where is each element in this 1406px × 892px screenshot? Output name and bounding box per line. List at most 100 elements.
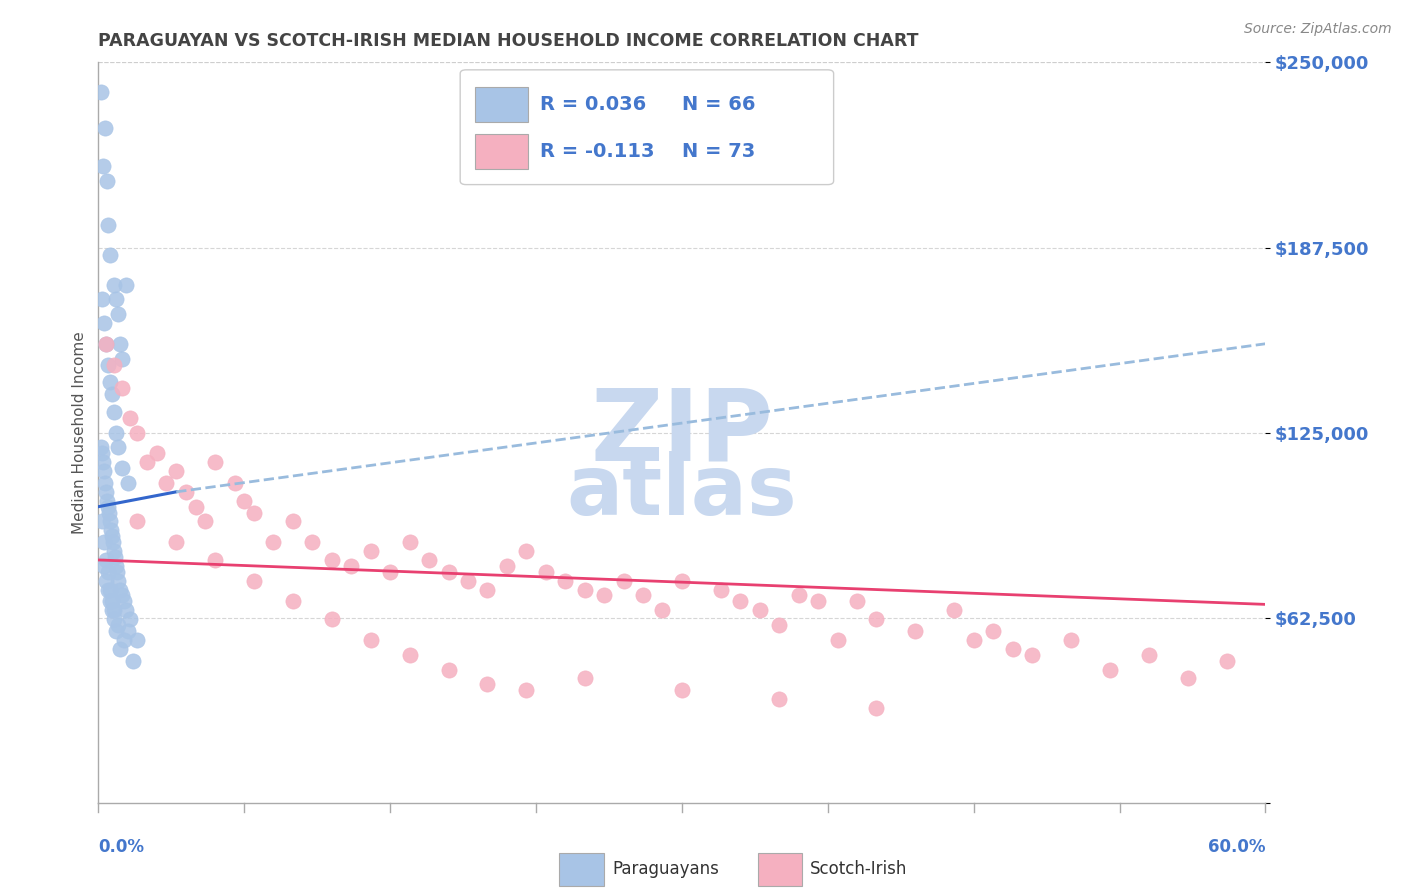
Point <box>104 425 127 440</box>
Point <box>117 624 139 638</box>
Point <box>104 624 127 638</box>
Point <box>204 455 226 469</box>
Point <box>631 589 654 603</box>
Point <box>827 632 849 647</box>
Text: N = 66: N = 66 <box>682 95 755 114</box>
Point <box>593 589 616 603</box>
Text: atlas: atlas <box>567 451 797 533</box>
Point <box>104 549 127 564</box>
Point <box>114 603 136 617</box>
Point <box>98 515 121 529</box>
Point <box>98 506 121 520</box>
Point <box>111 351 134 366</box>
Point <box>787 589 810 603</box>
Point <box>1098 663 1121 677</box>
Point <box>97 500 120 514</box>
Point <box>103 277 125 292</box>
Point <box>91 446 114 460</box>
Point <box>1060 632 1083 647</box>
Point <box>103 544 125 558</box>
Point <box>136 455 159 469</box>
Point <box>96 574 118 588</box>
Point <box>1215 654 1237 668</box>
Point <box>865 701 887 715</box>
Point <box>104 558 127 573</box>
Point <box>204 553 226 567</box>
Point <box>96 174 118 188</box>
Point <box>91 159 114 173</box>
Point <box>1137 648 1160 662</box>
Point <box>98 248 121 262</box>
Point <box>574 672 596 686</box>
Point <box>165 535 187 549</box>
Point <box>127 515 149 529</box>
Point <box>194 515 217 529</box>
Point <box>165 464 187 478</box>
Point <box>107 574 129 588</box>
Point <box>101 535 124 549</box>
Point <box>118 410 141 425</box>
Point <box>97 582 120 597</box>
Point <box>101 529 124 543</box>
Point <box>671 683 693 698</box>
Point <box>477 677 499 691</box>
Bar <box>560 853 603 886</box>
Point <box>96 484 118 499</box>
Text: Source: ZipAtlas.com: Source: ZipAtlas.com <box>1244 22 1392 37</box>
Point <box>122 654 145 668</box>
Point <box>127 425 149 440</box>
Point <box>515 683 537 698</box>
Point <box>340 558 363 573</box>
Point <box>108 336 131 351</box>
FancyBboxPatch shape <box>460 70 834 185</box>
Point <box>96 493 118 508</box>
Point <box>496 558 519 573</box>
Bar <box>758 853 801 886</box>
Point <box>437 565 460 579</box>
Point <box>612 574 634 588</box>
Point <box>224 475 246 490</box>
Point <box>93 316 115 330</box>
Point <box>101 594 124 608</box>
Point <box>574 582 596 597</box>
Point <box>105 565 128 579</box>
Point <box>437 663 460 677</box>
Point <box>90 85 112 99</box>
Point <box>243 574 266 588</box>
Text: Scotch-Irish: Scotch-Irish <box>810 861 908 879</box>
Point <box>398 648 420 662</box>
Point <box>807 594 830 608</box>
Point <box>1021 648 1043 662</box>
Point <box>233 493 256 508</box>
Point <box>103 405 125 419</box>
Point <box>94 120 117 135</box>
Point <box>477 582 499 597</box>
Point <box>103 358 125 372</box>
Point <box>107 618 129 632</box>
Point <box>90 441 112 455</box>
Point <box>321 553 343 567</box>
Point <box>100 524 122 538</box>
Point <box>768 618 790 632</box>
Point <box>281 515 304 529</box>
Point <box>1001 641 1024 656</box>
Point <box>515 544 537 558</box>
Y-axis label: Median Household Income: Median Household Income <box>72 331 87 534</box>
Point <box>93 558 115 573</box>
Point <box>943 603 966 617</box>
Point <box>845 594 868 608</box>
Point <box>360 544 382 558</box>
Point <box>321 612 343 626</box>
Text: ZIP: ZIP <box>591 384 773 481</box>
Point <box>97 358 120 372</box>
Point <box>243 506 266 520</box>
Point <box>554 574 576 588</box>
Bar <box>475 87 527 122</box>
Point <box>96 336 118 351</box>
Point <box>93 535 115 549</box>
Point <box>962 632 984 647</box>
Point <box>748 603 770 617</box>
Text: R = 0.036: R = 0.036 <box>540 95 645 114</box>
Point <box>97 565 120 579</box>
Point <box>184 500 207 514</box>
